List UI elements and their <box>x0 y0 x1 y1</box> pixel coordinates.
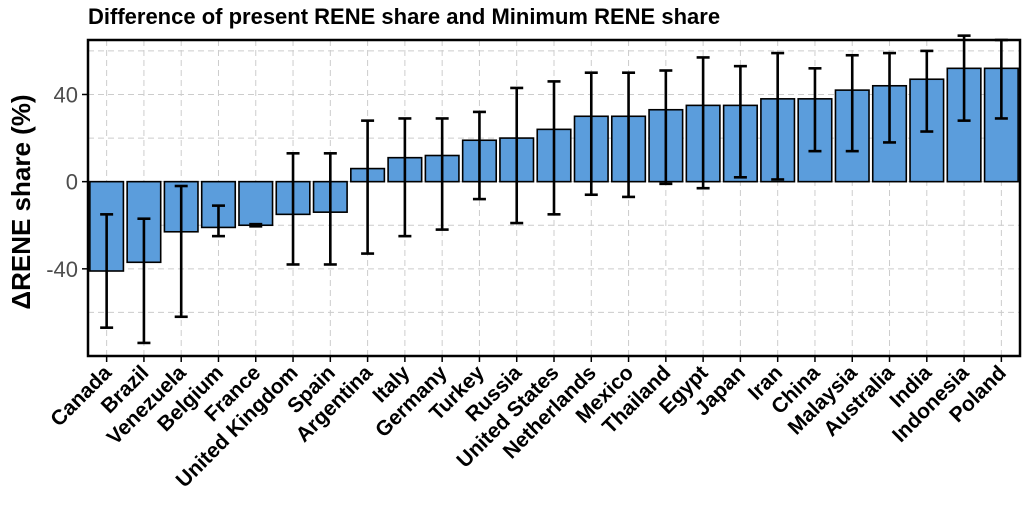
error-bar-mexico <box>622 71 636 199</box>
error-bar-canada <box>100 213 114 329</box>
error-bar-spain <box>323 152 337 266</box>
error-bar-united-states <box>547 80 561 216</box>
y-axis-ticks: -40 0 40 <box>46 82 88 282</box>
error-bar-australia <box>883 51 897 144</box>
y-axis-label: ΔRENE share (%) <box>6 94 36 309</box>
error-bar-united-kingdom <box>286 152 300 266</box>
error-bar-germany <box>435 117 449 231</box>
y-tick-label: 40 <box>54 82 78 107</box>
error-bar-argentina <box>361 119 375 255</box>
y-tick-label: 0 <box>66 170 78 195</box>
error-bar-brazil <box>137 217 151 345</box>
error-bar-indonesia <box>957 34 971 122</box>
chart-title: Difference of present RENE share and Min… <box>88 4 720 29</box>
error-bar-turkey <box>472 110 486 201</box>
x-axis-ticks: CanadaBrazilVenezuelaBelgiumFranceUnited… <box>46 356 1011 492</box>
error-bar-india <box>920 49 934 133</box>
error-bar-malaysia <box>845 53 859 153</box>
error-bar-venezuela <box>174 184 188 319</box>
bar-france <box>238 180 274 227</box>
error-bar-russia <box>510 86 524 225</box>
error-bar-egypt <box>696 56 710 190</box>
error-bar-france <box>249 222 263 228</box>
y-tick-label: -40 <box>46 257 78 282</box>
error-bar-italy <box>398 117 412 238</box>
error-bar-china <box>808 67 822 153</box>
error-bar-japan <box>733 64 747 179</box>
error-bar-thailand <box>659 69 673 186</box>
error-bars <box>100 34 1008 345</box>
error-bar-belgium <box>211 204 225 238</box>
error-bar-iran <box>771 51 785 181</box>
error-bar-netherlands <box>584 71 598 197</box>
